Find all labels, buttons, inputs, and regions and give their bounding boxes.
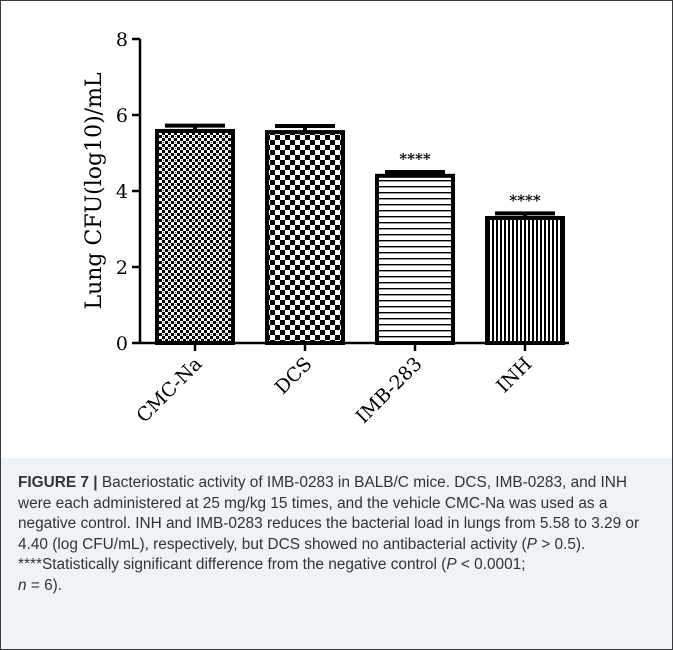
significance-label: ****	[509, 191, 541, 209]
bar-cmc-na	[155, 128, 235, 345]
n-var: n	[18, 576, 27, 594]
p-value-rest-1: > 0.5).	[536, 535, 586, 553]
x-tick-label: INH	[492, 353, 536, 397]
caption-paragraph: FIGURE 7 | Bacteriostatic activity of IM…	[18, 473, 658, 555]
p-value-rest-2: < 0.0001;	[456, 556, 526, 573]
caption-background	[1, 458, 672, 649]
bar-chart: 0 2 4 6 8 Lung CFU(log10)/mL CMC-Na DCS **** IMB-…	[82, 29, 569, 428]
y-tick-label: 8	[116, 29, 128, 51]
significance-label: ****	[399, 150, 431, 168]
bar-inh	[485, 215, 565, 345]
p-value-var-1: P	[526, 535, 537, 553]
bar-dcs	[265, 130, 345, 345]
y-tick-label: 0	[116, 333, 128, 355]
footnote-stars: ****	[18, 556, 42, 573]
y-axis-title: Lung CFU(log10)/mL	[82, 72, 107, 309]
figure-label: FIGURE 7 |	[18, 474, 98, 491]
footnote-text: Statistically significant difference fro…	[41, 556, 447, 573]
bar-imb-283	[375, 173, 455, 345]
x-tick-label: CMC-Na	[132, 353, 206, 427]
bars-group	[155, 123, 565, 345]
y-tick-label: 2	[116, 257, 128, 279]
n-rest: = 6).	[26, 576, 63, 594]
figure-caption: FIGURE 7 | Bacteriostatic activity of IM…	[18, 473, 658, 596]
caption-text: Bacteriostatic activity of IMB-0283 in B…	[18, 474, 640, 553]
caption-footnote: ****Statistically significant difference…	[18, 555, 658, 596]
y-tick-label: 6	[116, 105, 128, 127]
x-tick-label: IMB-283	[352, 353, 427, 428]
x-tick-label: DCS	[271, 353, 317, 399]
y-tick-label: 4	[116, 181, 128, 203]
p-value-var-2: P	[446, 556, 457, 573]
